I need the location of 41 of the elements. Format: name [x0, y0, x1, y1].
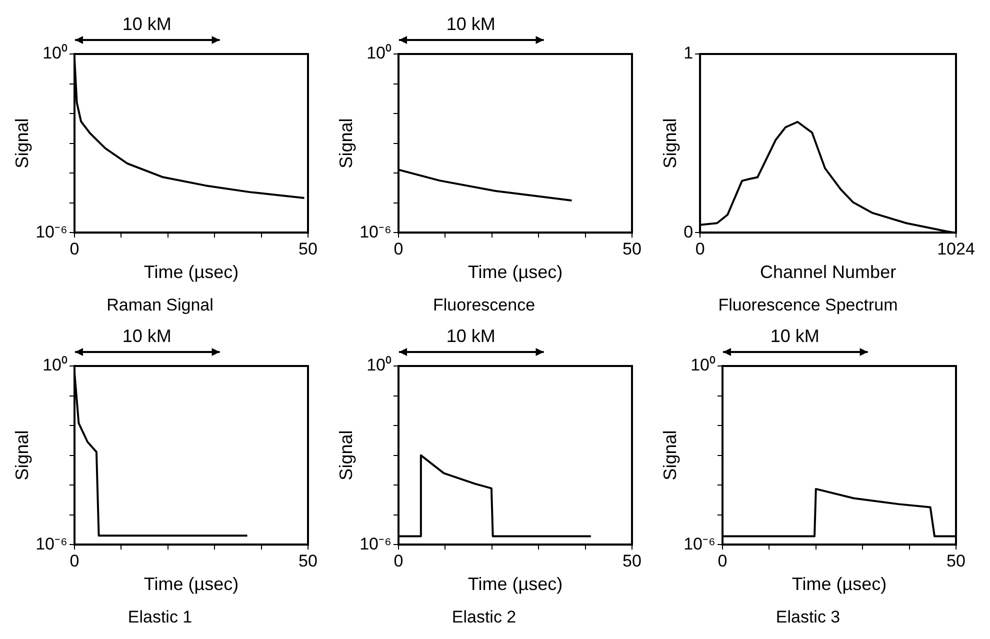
y-tick-label: 10⁰	[42, 356, 68, 375]
x-axis-title: Time (µsec)	[792, 574, 887, 594]
text: Elastic 1	[128, 607, 192, 626]
x-tick-label: 50	[298, 551, 318, 570]
y-tick-label: 10⁻⁶	[36, 222, 68, 242]
text: 10 kM	[445, 14, 496, 34]
x-axis-title: Time (µsec)	[144, 574, 239, 594]
text: Fluorescence Spectrum	[718, 295, 898, 314]
y-axis-title: Signal	[12, 118, 32, 168]
text: Elastic 3	[776, 607, 840, 626]
y-tick-label: 10⁻⁶	[36, 534, 68, 554]
y-tick-label: 0	[684, 222, 694, 242]
text: Raman Signal	[106, 295, 214, 314]
y-axis-title: Signal	[660, 118, 680, 168]
text: 10 kM	[769, 326, 820, 346]
x-tick-label: 50	[946, 551, 966, 570]
y-tick-label: 10⁰	[42, 44, 68, 63]
text: Fluorescence	[432, 295, 536, 314]
x-tick-label: 50	[622, 239, 642, 258]
y-axis-title: Signal	[660, 430, 680, 480]
y-axis-title: Signal	[12, 430, 32, 480]
y-tick-label: 10⁻⁶	[360, 534, 392, 554]
text: 10 kM	[445, 326, 496, 346]
x-tick-label: 1024	[937, 239, 975, 258]
y-axis-title: Signal	[336, 430, 356, 480]
x-axis-title: Time (µsec)	[144, 262, 239, 282]
x-axis-title: Channel Number	[760, 262, 896, 282]
y-tick-label: 10⁻⁶	[684, 534, 716, 554]
y-tick-label: 10⁰	[690, 356, 716, 375]
y-tick-label: 1	[684, 44, 694, 63]
y-tick-label: 10⁰	[366, 44, 392, 63]
x-axis-title: Time (µsec)	[468, 574, 563, 594]
y-axis-title: Signal	[336, 118, 356, 168]
text: 10 kM	[121, 326, 172, 346]
x-axis-title: Time (µsec)	[468, 262, 563, 282]
text: Elastic 2	[452, 607, 516, 626]
y-tick-label: 10⁰	[366, 356, 392, 375]
text: 10 kM	[121, 14, 172, 34]
x-tick-label: 50	[622, 551, 642, 570]
x-tick-label: 50	[298, 239, 318, 258]
y-tick-label: 10⁻⁶	[360, 222, 392, 242]
